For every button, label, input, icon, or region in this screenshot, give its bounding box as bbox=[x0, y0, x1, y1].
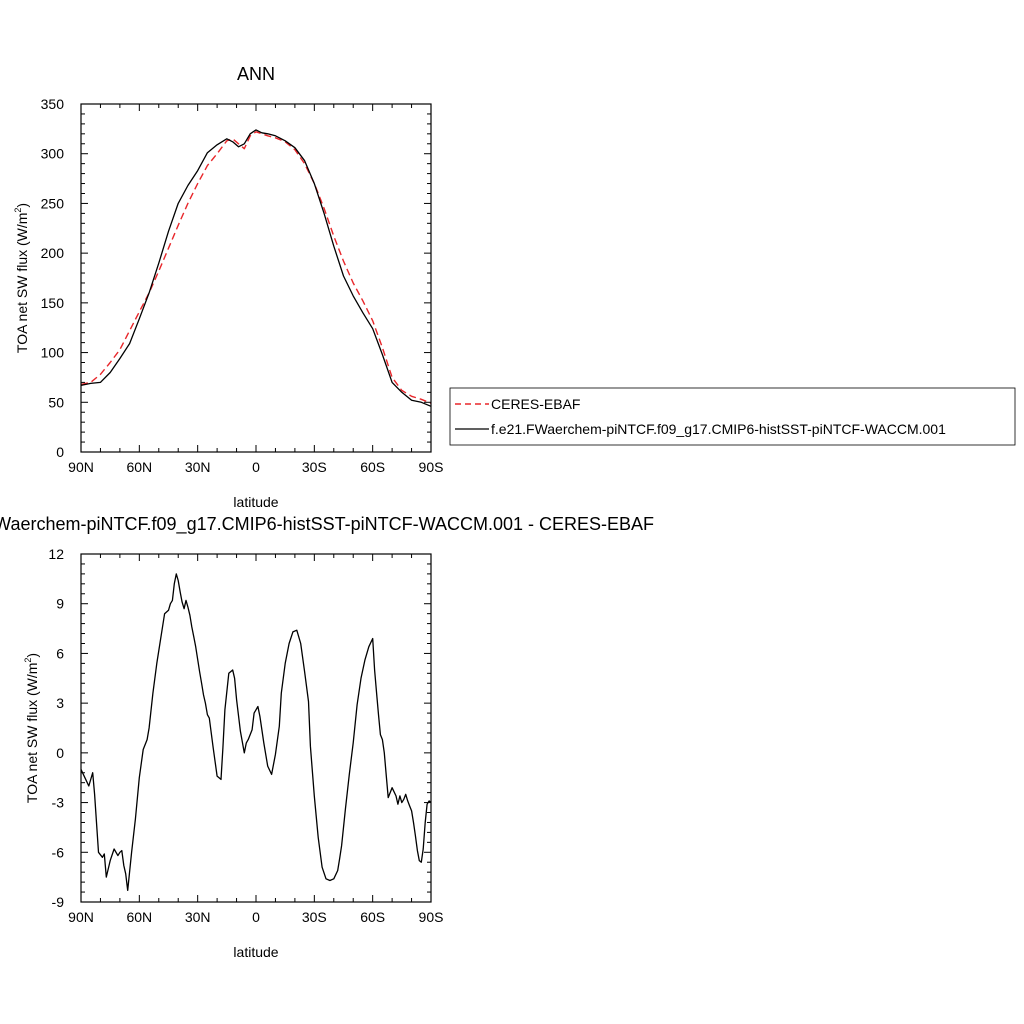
y-tick-label: 150 bbox=[41, 295, 65, 311]
bottom-chart: f.e21.FWaerchem-piNTCF.f09_g17.CMIP6-his… bbox=[0, 514, 654, 960]
x-tick-label: 90N bbox=[68, 459, 94, 475]
x-tick-label: 60N bbox=[126, 909, 152, 925]
x-tick-label: 90S bbox=[419, 909, 444, 925]
y-tick-label: 12 bbox=[48, 546, 64, 562]
x-tick-label: 30S bbox=[302, 459, 327, 475]
bottom-series-line-0 bbox=[80, 573, 432, 892]
x-tick-label: 30S bbox=[302, 909, 327, 925]
top-chart-frame bbox=[80, 103, 432, 453]
bottom-chart-title: f.e21.FWaerchem-piNTCF.f09_g17.CMIP6-his… bbox=[0, 514, 654, 535]
x-tick-label: 0 bbox=[252, 459, 260, 475]
top-chart-title: ANN bbox=[237, 64, 275, 84]
y-tick-label: -3 bbox=[52, 795, 65, 811]
x-tick-label: 90N bbox=[68, 909, 94, 925]
x-tick-label: 90S bbox=[419, 459, 444, 475]
y-tick-label: 3 bbox=[56, 695, 64, 711]
top-series-line-1 bbox=[80, 129, 432, 407]
legend: CERES-EBAF f.e21.FWaerchem-piNTCF.f09_g1… bbox=[449, 387, 1016, 446]
bottom-chart-frame bbox=[80, 553, 432, 903]
bottom-chart-ylabel: TOA net SW flux (W/m2) bbox=[23, 653, 40, 803]
legend-box bbox=[449, 387, 1016, 446]
top-chart-ylabel: TOA net SW flux (W/m2) bbox=[13, 203, 30, 353]
x-tick-label: 30N bbox=[185, 909, 211, 925]
y-tick-label: 200 bbox=[41, 245, 65, 261]
y-tick-label: -6 bbox=[52, 844, 65, 860]
y-tick-label: 6 bbox=[56, 645, 64, 661]
top-chart-xlabel: latitude bbox=[233, 494, 278, 510]
y-tick-label: 0 bbox=[56, 745, 64, 761]
x-tick-label: 30N bbox=[185, 459, 211, 475]
legend-label-model: f.e21.FWaerchem-piNTCF.f09_g17.CMIP6-his… bbox=[491, 421, 946, 437]
x-tick-label: 0 bbox=[252, 909, 260, 925]
bottom-chart-xlabel: latitude bbox=[233, 944, 278, 960]
top-chart: ANN 90N 60N 30N 0 30S 60S 90S 0 50 100 150 200 250 30… bbox=[13, 64, 443, 510]
y-tick-label: 300 bbox=[41, 146, 65, 162]
y-tick-label: 0 bbox=[56, 444, 64, 460]
x-tick-label: 60S bbox=[360, 909, 385, 925]
y-tick-label: 50 bbox=[48, 394, 64, 410]
y-tick-label: 250 bbox=[41, 195, 65, 211]
y-tick-label: -9 bbox=[52, 894, 65, 910]
y-tick-label: 9 bbox=[56, 596, 64, 612]
x-tick-label: 60N bbox=[126, 459, 152, 475]
legend-label-ceres: CERES-EBAF bbox=[491, 396, 580, 412]
y-tick-label: 100 bbox=[41, 345, 65, 361]
x-tick-label: 60S bbox=[360, 459, 385, 475]
top-series-line-0 bbox=[80, 131, 432, 404]
y-tick-label: 350 bbox=[41, 96, 65, 112]
